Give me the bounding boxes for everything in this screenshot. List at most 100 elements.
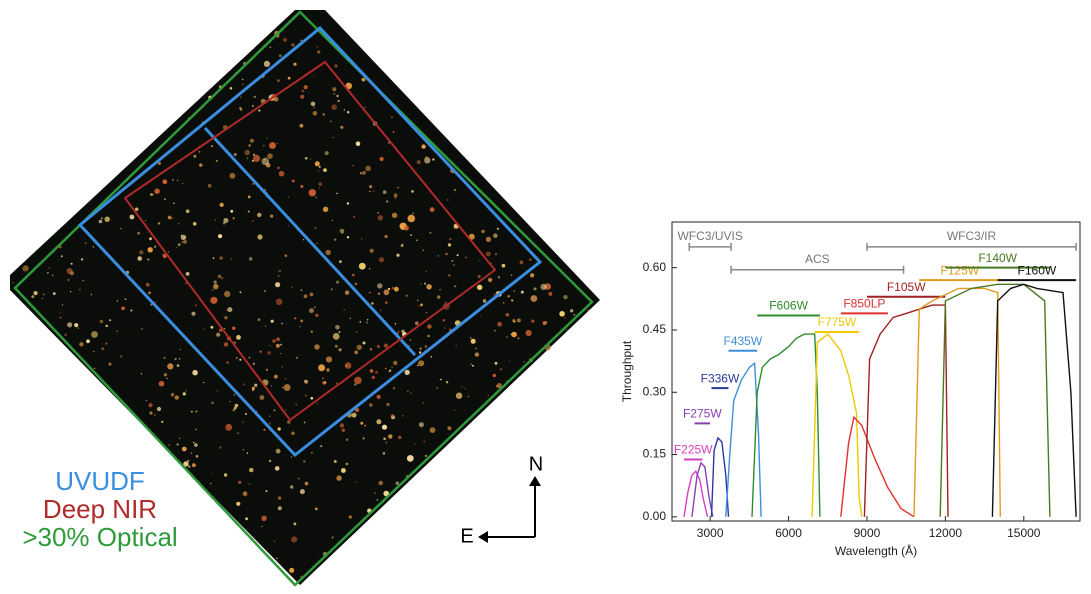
galaxy <box>195 410 198 413</box>
galaxy <box>92 350 95 353</box>
galaxy <box>391 116 393 119</box>
galaxy <box>64 333 67 337</box>
galaxy <box>318 165 321 168</box>
galaxy <box>284 377 287 380</box>
galaxy <box>85 242 87 244</box>
galaxy <box>185 209 190 213</box>
galaxy <box>176 364 180 367</box>
galaxy <box>67 279 70 281</box>
galaxy <box>354 282 358 286</box>
galaxy <box>259 395 265 400</box>
galaxy <box>358 262 366 270</box>
galaxy <box>482 299 487 303</box>
galaxy <box>492 373 496 378</box>
galaxy <box>386 200 389 203</box>
galaxy <box>198 150 201 153</box>
galaxy <box>444 301 447 303</box>
galaxy <box>424 345 427 348</box>
galaxy <box>493 293 496 296</box>
galaxy <box>277 166 280 170</box>
galaxy <box>314 507 318 511</box>
galaxy <box>322 377 324 380</box>
galaxy <box>494 329 496 332</box>
galaxy <box>242 83 244 86</box>
galaxy <box>412 212 414 214</box>
galaxy <box>223 327 226 330</box>
galaxy <box>398 435 402 440</box>
throughput-curve <box>939 283 1051 517</box>
galaxy <box>510 333 512 335</box>
galaxy <box>185 390 187 392</box>
galaxy <box>74 323 79 328</box>
galaxy <box>232 217 235 220</box>
galaxy <box>345 438 349 441</box>
galaxy <box>219 328 223 332</box>
range-label: ACS <box>805 252 830 266</box>
galaxy <box>69 271 74 276</box>
galaxy <box>316 242 318 244</box>
galaxy <box>455 345 457 347</box>
galaxy <box>154 245 157 248</box>
galaxy <box>540 283 547 290</box>
galaxy <box>272 339 276 343</box>
galaxy <box>404 369 410 375</box>
galaxy <box>180 234 187 241</box>
galaxy <box>182 182 184 184</box>
galaxy <box>248 482 251 485</box>
galaxy <box>293 62 297 66</box>
galaxy <box>514 321 516 323</box>
galaxy <box>181 241 184 243</box>
galaxy <box>324 381 327 384</box>
galaxy <box>507 295 510 298</box>
galaxy <box>531 319 535 323</box>
galaxy <box>242 491 248 497</box>
throughput-curve <box>751 333 821 517</box>
galaxy <box>419 347 422 351</box>
galaxy <box>442 319 446 322</box>
galaxy <box>423 440 426 443</box>
galaxy <box>137 256 142 261</box>
galaxy <box>487 395 489 397</box>
galaxy <box>336 192 338 195</box>
galaxy <box>246 452 249 454</box>
galaxy <box>315 196 317 199</box>
galaxy <box>147 247 153 253</box>
galaxy <box>381 424 388 430</box>
galaxy <box>314 227 317 229</box>
galaxy <box>495 291 498 294</box>
y-tick-label: 0.45 <box>643 322 667 336</box>
galaxy <box>109 319 112 322</box>
galaxy <box>300 39 302 42</box>
galaxy <box>351 412 357 418</box>
galaxy <box>369 248 374 253</box>
filter-label: F275W <box>683 407 722 421</box>
galaxy <box>389 369 392 372</box>
galaxy <box>338 348 342 352</box>
galaxy <box>185 282 187 284</box>
galaxy <box>238 480 242 484</box>
galaxy <box>216 332 221 337</box>
galaxy <box>92 246 95 248</box>
galaxy <box>360 421 364 425</box>
galaxy <box>402 415 404 417</box>
galaxy <box>261 515 267 521</box>
galaxy <box>120 355 123 358</box>
galaxy <box>193 154 197 158</box>
galaxy <box>474 352 480 357</box>
galaxy <box>237 432 240 435</box>
galaxy <box>348 515 352 519</box>
galaxy <box>287 196 289 198</box>
galaxy <box>391 366 393 368</box>
galaxy <box>445 252 448 256</box>
galaxy <box>70 262 73 265</box>
galaxy <box>320 445 323 447</box>
galaxy <box>210 296 218 304</box>
galaxy <box>98 219 103 224</box>
galaxy <box>407 390 409 393</box>
galaxy <box>181 446 187 452</box>
galaxy <box>259 350 262 353</box>
galaxy <box>195 428 197 430</box>
galaxy <box>242 78 244 81</box>
galaxy <box>481 229 485 234</box>
galaxy <box>245 413 247 415</box>
